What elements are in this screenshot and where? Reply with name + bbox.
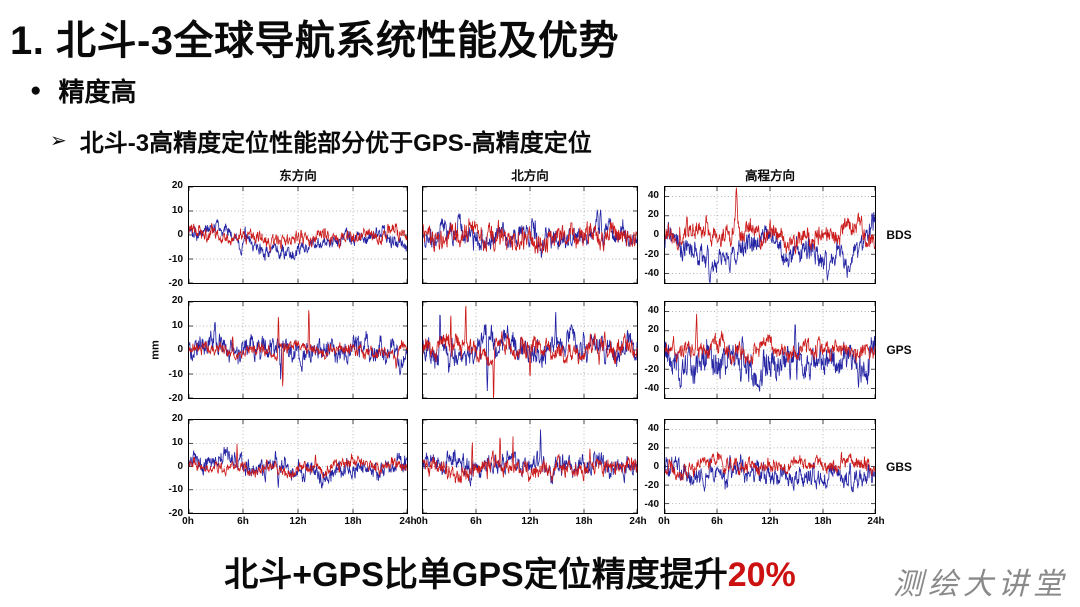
row-label-gps: GPS <box>886 343 912 357</box>
row-label-bds: BDS <box>886 228 912 242</box>
residual-panel-gbs-1 <box>422 419 638 514</box>
x-axis-ticks: 0h 6h 12h 18h 24h <box>182 514 416 532</box>
y-tick-label: -10 <box>168 253 183 265</box>
y-tick-label: 10 <box>171 436 183 448</box>
residual-figure: 东方向 北方向 高程方向 20 10 0 -10 -20 40 20 0 -20 -40 BDS 20 10 0… <box>149 168 922 532</box>
x-tick-label: 0h <box>182 516 194 527</box>
y-tick-label: 0 <box>653 344 659 355</box>
residual-panel-gps-2 <box>664 301 876 399</box>
y-tick-label: -10 <box>168 368 183 380</box>
panel-title: 东方向 <box>279 169 317 183</box>
y-tick-label: 0 <box>653 229 659 240</box>
sub-bullet-label: 北斗-3高精度定位性能部分优于GPS-高精度定位 <box>79 130 592 157</box>
y-tick-label: 20 <box>647 209 659 221</box>
watermark-logo: 测绘大讲堂 <box>893 567 1068 602</box>
x-tick-label: 6h <box>237 516 249 527</box>
x-tick-label: 12h <box>521 516 539 527</box>
x-tick-label: 18h <box>814 516 832 527</box>
sub-bullet-item: ➢ 北斗-3高精度定位性能部分优于GPS-高精度定位 <box>50 123 592 158</box>
x-tick-label: 18h <box>575 516 593 527</box>
y-tick-label: 40 <box>647 189 659 201</box>
x-tick-label: 24h <box>629 516 647 527</box>
y-tick-label: 0 <box>177 344 183 355</box>
panel-title: 高程方向 <box>744 169 795 183</box>
panel-title: 北方向 <box>511 169 549 183</box>
x-tick-label: 12h <box>289 516 307 527</box>
y-tick-label: 20 <box>647 324 659 336</box>
y-tick-label: -40 <box>644 268 659 280</box>
y-axis-ticks-right-column: 40 20 0 -20 -40 <box>638 419 664 514</box>
x-tick-label: 24h <box>867 516 885 527</box>
x-tick-label: 12h <box>761 516 779 527</box>
y-axis-ticks-left: 20 10 0 -10 -20 <box>152 181 188 289</box>
y-tick-label: 0 <box>177 460 183 472</box>
bullet-dot-icon: ● <box>30 80 42 101</box>
y-axis-ticks-right-column: 40 20 0 -20 -40 <box>638 186 664 284</box>
residual-panel-gbs-0 <box>188 419 408 514</box>
y-tick-label: 20 <box>647 441 659 453</box>
x-tick-label: 0h <box>416 516 428 527</box>
y-tick-label: -20 <box>168 393 183 404</box>
y-tick-label: -20 <box>644 479 659 491</box>
y-tick-label: 0 <box>177 229 183 240</box>
caption-text: 北斗+GPS比单GPS定位精度提升 <box>224 556 728 594</box>
x-tick-label: 24h <box>399 516 417 527</box>
y-axis-ticks-right-column: 40 20 0 -20 -40 <box>638 301 664 399</box>
y-axis-ticks-left: 20 10 0 -10 -20 mm <box>149 296 188 404</box>
x-tick-label: 18h <box>344 516 362 527</box>
y-tick-label: 0 <box>653 460 659 472</box>
caption: 北斗+GPS比单GPS定位精度提升20% <box>0 547 1020 596</box>
y-axis-ticks-left: 20 10 0 -10 -20 <box>152 414 188 519</box>
arrow-bullet-icon: ➢ <box>50 129 67 152</box>
y-axis-label: mm <box>149 340 162 360</box>
row-label-gbs: GBS <box>885 459 912 474</box>
page-title: 1. 北斗-3全球导航系统性能及优势 <box>10 19 620 63</box>
residual-panel-gps-0 <box>188 301 408 399</box>
x-tick-label: 0h <box>658 516 670 527</box>
y-tick-label: 40 <box>647 304 659 316</box>
x-axis-ticks: 0h 6h 12h 18h 24h <box>416 514 646 532</box>
caption-highlight: 20% <box>727 556 796 594</box>
y-tick-label: -20 <box>644 363 659 375</box>
residual-panel-bds-1 <box>422 186 638 284</box>
x-tick-label: 6h <box>470 516 482 527</box>
y-tick-label: 20 <box>171 295 183 306</box>
bullet-label: 精度高 <box>58 77 137 107</box>
bullet-item: ● 精度高 <box>30 72 137 109</box>
x-tick-label: 6h <box>711 516 723 527</box>
y-tick-label: -20 <box>644 248 659 260</box>
x-axis-ticks: 0h 6h 12h 18h 24h <box>658 514 884 532</box>
y-tick-label: 20 <box>171 180 183 191</box>
residual-panel-gps-1 <box>422 301 638 399</box>
y-tick-label: -20 <box>168 278 183 289</box>
residual-panel-bds-0 <box>188 186 408 284</box>
y-tick-label: 10 <box>171 319 183 331</box>
residual-panel-bds-2 <box>664 186 876 284</box>
y-tick-label: -10 <box>168 484 183 496</box>
y-tick-label: 20 <box>171 413 183 424</box>
y-tick-label: -20 <box>168 508 183 519</box>
y-tick-label: 40 <box>647 422 659 434</box>
residual-panel-gbs-2 <box>664 419 876 514</box>
y-tick-label: 10 <box>171 204 183 216</box>
y-tick-label: -40 <box>644 383 659 395</box>
y-tick-label: -40 <box>644 498 659 510</box>
